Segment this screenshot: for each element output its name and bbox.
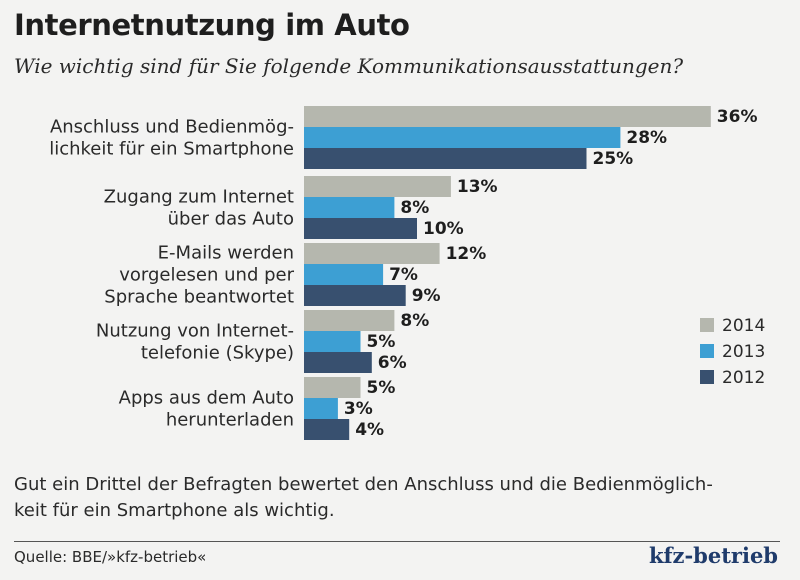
bar-value-label: 28% bbox=[626, 128, 667, 148]
bar-2012-2 bbox=[304, 285, 406, 306]
category-label: Apps aus dem Auto bbox=[119, 388, 294, 409]
chart-subtitle: Wie wichtig sind für Sie folgende Kommun… bbox=[14, 54, 684, 78]
category-label: Zugang zum Internet bbox=[104, 187, 294, 208]
summary-note: Gut ein Drittel der Befragten bewertet d… bbox=[14, 472, 774, 524]
bar-2014-0 bbox=[304, 106, 711, 127]
bar-2013-3 bbox=[304, 331, 361, 352]
legend-label-2013: 2013 bbox=[722, 342, 765, 362]
chart-title: Internetnutzung im Auto bbox=[14, 8, 410, 42]
bar-value-label: 4% bbox=[355, 420, 384, 440]
legend-swatch-2012 bbox=[700, 370, 714, 384]
bar-2012-4 bbox=[304, 419, 350, 440]
category-label: Anschluss und Bedienmög- bbox=[50, 117, 294, 138]
legend-swatch-2013 bbox=[700, 344, 714, 358]
bar-2014-1 bbox=[304, 176, 451, 197]
category-label: Nutzung von Internet- bbox=[96, 321, 294, 342]
bar-2014-3 bbox=[304, 310, 395, 331]
category-label: telefonie (Skype) bbox=[141, 343, 294, 364]
bar-chart: Anschluss und Bedienmög-lichkeit für ein… bbox=[49, 106, 765, 440]
bar-2013-0 bbox=[304, 127, 621, 148]
legend-label-2012: 2012 bbox=[722, 368, 765, 388]
category-label: herunterladen bbox=[166, 410, 294, 431]
category-label: lichkeit für ein Smartphone bbox=[49, 139, 294, 160]
bar-value-label: 9% bbox=[412, 286, 441, 306]
bar-2013-1 bbox=[304, 197, 395, 218]
legend-swatch-2014 bbox=[700, 318, 714, 332]
category-label: über das Auto bbox=[168, 209, 294, 230]
publisher-logo: kfz-betrieb bbox=[648, 543, 778, 568]
bar-value-label: 5% bbox=[367, 378, 396, 398]
bar-2014-4 bbox=[304, 377, 361, 398]
footer-divider bbox=[14, 541, 780, 542]
bar-2014-2 bbox=[304, 243, 440, 264]
bar-2012-1 bbox=[304, 218, 417, 239]
bar-value-label: 3% bbox=[344, 399, 373, 419]
bar-2012-3 bbox=[304, 352, 372, 373]
bar-value-label: 25% bbox=[593, 149, 634, 169]
summary-note-line-1: Gut ein Drittel der Befragten bewertet d… bbox=[14, 474, 713, 495]
bar-value-label: 5% bbox=[367, 332, 396, 352]
bar-value-label: 10% bbox=[423, 219, 464, 239]
bar-value-label: 8% bbox=[400, 311, 429, 331]
bar-2013-4 bbox=[304, 398, 338, 419]
legend-label-2014: 2014 bbox=[722, 316, 765, 336]
bar-value-label: 13% bbox=[457, 177, 498, 197]
bar-value-label: 6% bbox=[378, 353, 407, 373]
bar-value-label: 7% bbox=[389, 265, 418, 285]
source-text: Quelle: BBE/»kfz-betrieb« bbox=[14, 548, 207, 566]
category-label: E-Mails werden bbox=[158, 243, 294, 264]
category-label: Sprache beantwortet bbox=[104, 287, 294, 308]
bar-value-label: 36% bbox=[717, 107, 758, 127]
summary-note-line-2: keit für ein Smartphone als wichtig. bbox=[14, 500, 335, 521]
category-label: vorgelesen und per bbox=[119, 265, 294, 286]
bar-value-label: 8% bbox=[400, 198, 429, 218]
bar-value-label: 12% bbox=[446, 244, 487, 264]
bar-2012-0 bbox=[304, 148, 587, 169]
bar-2013-2 bbox=[304, 264, 384, 285]
